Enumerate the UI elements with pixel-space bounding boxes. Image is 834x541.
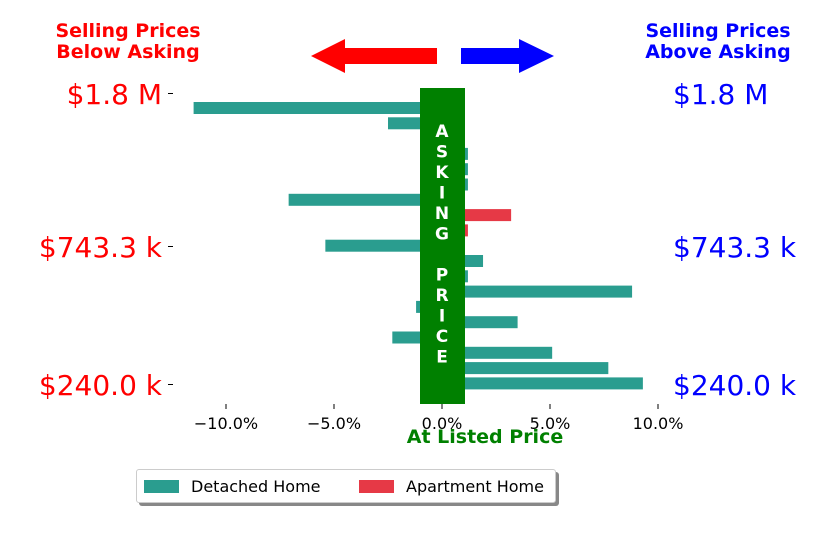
- asking-price-band: [420, 88, 465, 404]
- asking-price-letter-8: R: [435, 286, 448, 306]
- below-asking-header: Selling Prices Below Asking: [28, 21, 228, 63]
- y-tick-middle: [168, 246, 173, 247]
- legend-swatch-apartment: [359, 480, 394, 493]
- below-asking-header-line2: Below Asking: [56, 41, 200, 63]
- bar-detached-row-12: [442, 285, 633, 298]
- asking-price-letter-10: C: [436, 327, 448, 347]
- x-tick-label-2: 0.0%: [422, 414, 463, 433]
- below-asking-header-line1: Selling Prices: [55, 20, 201, 42]
- price-label-right-bottom: $240.0 k: [673, 369, 797, 402]
- bar-group: [193, 102, 643, 390]
- price-label-right-middle: $743.3 k: [673, 231, 797, 264]
- x-tick-label-4: 10.0%: [633, 414, 684, 433]
- above-asking-header-line2: Above Asking: [645, 41, 791, 63]
- asking-price-letter-1: S: [436, 143, 448, 163]
- asking-price-letter-5: G: [435, 225, 449, 245]
- asking-price-letter-9: I: [439, 307, 445, 327]
- legend-item-apartment: Apartment Home: [359, 477, 544, 496]
- bar-detached-row-16: [442, 346, 553, 359]
- price-label-left-top: $1.8 M: [66, 78, 162, 111]
- below-asking-arrow-icon: [311, 39, 437, 73]
- x-tick-label-0: −10.0%: [194, 414, 258, 433]
- price-label-left-middle: $743.3 k: [38, 231, 162, 264]
- price-label-left-bottom: $240.0 k: [38, 369, 162, 402]
- above-asking-header-line1: Selling Prices: [645, 20, 791, 42]
- asking-price-letter-0: A: [435, 122, 449, 142]
- above-asking-arrow-icon: [461, 39, 554, 73]
- legend-label-apartment: Apartment Home: [406, 477, 544, 496]
- above-asking-header: Selling Prices Above Asking: [618, 21, 818, 63]
- bar-detached-row-18: [442, 377, 643, 390]
- legend-swatch-detached: [144, 480, 179, 493]
- legend-item-detached: Detached Home: [144, 477, 321, 496]
- y-tick-bottom: [168, 384, 173, 385]
- bar-detached-row-6: [288, 193, 442, 206]
- bar-detached-row-9: [325, 239, 442, 252]
- legend: Detached Home Apartment Home: [136, 469, 556, 503]
- asking-price-letter-11: E: [436, 348, 448, 368]
- bar-detached-row-17: [442, 362, 609, 375]
- x-tick-label-3: 5.0%: [530, 414, 571, 433]
- x-axis-label: At Listed Price: [406, 426, 564, 448]
- x-tick-label-1: −5.0%: [307, 414, 361, 433]
- asking-price-letter-4: N: [435, 204, 449, 224]
- price-label-right-top: $1.8 M: [673, 78, 769, 111]
- asking-price-letter-2: K: [435, 163, 449, 183]
- asking-price-letter-7: P: [436, 266, 448, 286]
- bar-detached-row-0: [193, 102, 442, 114]
- asking-price-letter-3: I: [439, 184, 445, 204]
- x-axis: −10.0% −5.0% 0.0% 5.0% 10.0%: [194, 404, 684, 433]
- legend-label-detached: Detached Home: [191, 477, 321, 496]
- y-tick-top: [168, 93, 173, 94]
